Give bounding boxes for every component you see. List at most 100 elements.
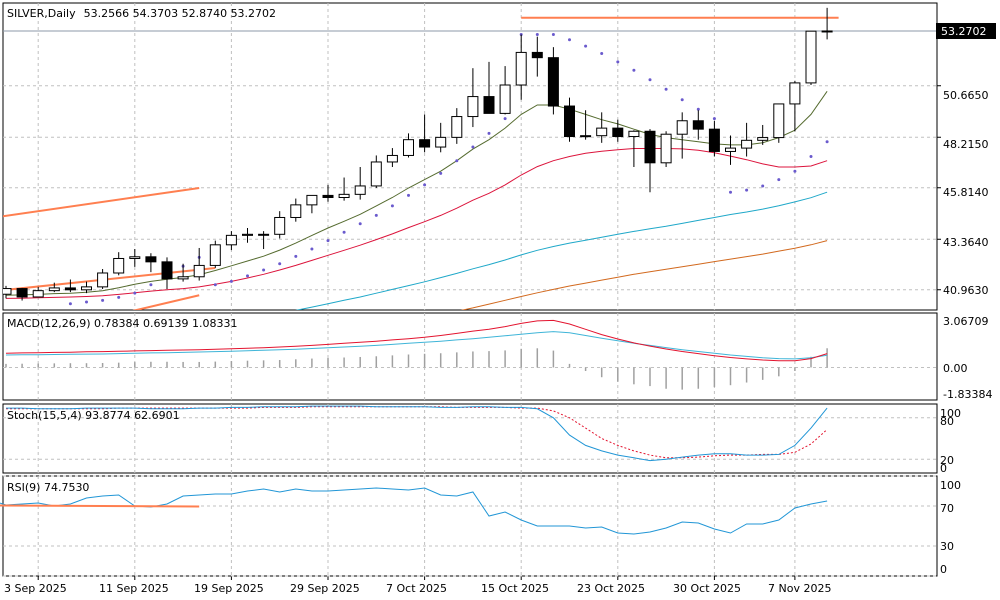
- price-panel-title: SILVER,Daily 53.2566 54.3703 52.8740 53.2…: [7, 7, 276, 20]
- date-label: 11 Sep 2025: [99, 582, 169, 595]
- last-price-tag: 53.2702: [936, 23, 996, 39]
- date-label: 23 Oct 2025: [577, 582, 645, 595]
- psar-dot: [616, 60, 620, 64]
- panel-frames: [2, 2, 938, 580]
- candle-down: [64, 287, 76, 291]
- psar-dot: [342, 230, 346, 234]
- price-panel[interactable]: [0, 7, 937, 382]
- stoch-panel-title: Stoch(15,5,4) 93.8774 62.6901: [7, 409, 180, 422]
- macd-tick-label: 3.06709: [943, 315, 989, 328]
- price-tick-label: 40.9630: [943, 284, 989, 297]
- candle-up: [193, 264, 205, 278]
- rsi-line: [0, 487, 828, 535]
- psar-dot: [423, 183, 427, 187]
- candle-down: [564, 105, 575, 138]
- candle-down: [612, 127, 624, 138]
- last-price-label: 53.2702: [941, 25, 987, 38]
- candle-up: [290, 204, 302, 218]
- stoch-tick-label: 20: [940, 454, 954, 467]
- psar-dot: [68, 302, 72, 306]
- candle-up: [741, 139, 753, 149]
- candle-up: [32, 290, 44, 298]
- psar-dot: [407, 193, 410, 197]
- candle-up: [177, 276, 189, 280]
- psar-dot: [229, 279, 233, 283]
- psar-dot: [358, 222, 362, 226]
- macd-panel[interactable]: [5, 319, 828, 390]
- candle-up: [274, 216, 286, 235]
- date-label: 3 Sep 2025: [4, 582, 67, 595]
- psar-dot: [729, 190, 732, 194]
- rsi-tick-label: 30: [940, 540, 954, 553]
- macd-tick-label: -1.83384: [943, 388, 992, 401]
- date-label: 7 Nov 2025: [768, 582, 831, 595]
- candle-up: [209, 244, 221, 266]
- candle-up: [225, 234, 237, 246]
- candle-up: [403, 139, 414, 156]
- grid: [3, 3, 941, 577]
- price-tick-label: 50.6650: [943, 89, 989, 102]
- psar-dot: [777, 178, 781, 182]
- candle-up: [129, 256, 141, 259]
- psar-dot: [632, 68, 636, 72]
- main-plot: [3, 7, 937, 310]
- psar-dot: [809, 155, 813, 158]
- psar-dot: [262, 268, 266, 272]
- rsi-panel[interactable]: [0, 487, 828, 535]
- candle-up: [821, 30, 833, 33]
- macd-frame: [2, 312, 938, 401]
- candle-down: [644, 130, 656, 164]
- candle-up: [97, 272, 109, 288]
- candle-down: [692, 120, 704, 130]
- candle-up: [81, 286, 92, 291]
- psar-dot: [374, 213, 378, 217]
- psar-dot: [278, 262, 282, 266]
- psar-dot: [793, 169, 797, 173]
- price-tick-label: 45.8140: [943, 186, 989, 199]
- candle-up: [773, 103, 785, 139]
- candle-up: [242, 233, 253, 236]
- rsi-frame: [2, 475, 938, 577]
- candle-up: [628, 130, 640, 138]
- candle-up: [258, 233, 270, 236]
- stoch-frame: [2, 403, 938, 474]
- candle-up: [467, 96, 479, 118]
- psar-dot: [117, 295, 121, 299]
- psar-dot: [551, 33, 555, 37]
- candle-up: [338, 193, 350, 199]
- candle-up: [370, 161, 382, 187]
- stoch-panel[interactable]: [6, 405, 828, 462]
- ma-mid-line: [5, 148, 828, 299]
- psar-dot: [487, 131, 491, 135]
- psar-dot: [664, 87, 668, 91]
- psar-dot: [471, 145, 475, 149]
- ma-long-line: [460, 240, 828, 310]
- psar-dot: [455, 159, 459, 163]
- date-label: 29 Sep 2025: [290, 582, 360, 595]
- stoch-tick-label: 100: [940, 407, 961, 420]
- candle-up: [596, 127, 608, 137]
- candle-up: [789, 82, 801, 105]
- psar-dot: [696, 107, 700, 111]
- candle-down: [483, 96, 495, 114]
- candle-down: [16, 288, 28, 298]
- psar-dot: [101, 298, 105, 302]
- candle-down: [531, 51, 543, 59]
- candle-up: [757, 137, 769, 141]
- date-label: 19 Sep 2025: [194, 582, 264, 595]
- candle-up: [451, 116, 463, 138]
- candle-up: [354, 185, 366, 195]
- psar-dot: [600, 51, 604, 55]
- psar-dot: [133, 291, 137, 295]
- candle-up: [676, 120, 688, 135]
- rsi-tick-label: 0: [940, 563, 947, 576]
- macd-tick-label: 0.00: [943, 362, 968, 375]
- psar-dot: [745, 188, 749, 192]
- date-label: 15 Oct 2025: [481, 582, 549, 595]
- psar-dot: [648, 78, 652, 82]
- stoch-tick-label: 80: [940, 415, 954, 428]
- psar-dot: [825, 140, 829, 144]
- rsi-tick-label: 100: [940, 479, 961, 492]
- psar-dot: [85, 300, 88, 304]
